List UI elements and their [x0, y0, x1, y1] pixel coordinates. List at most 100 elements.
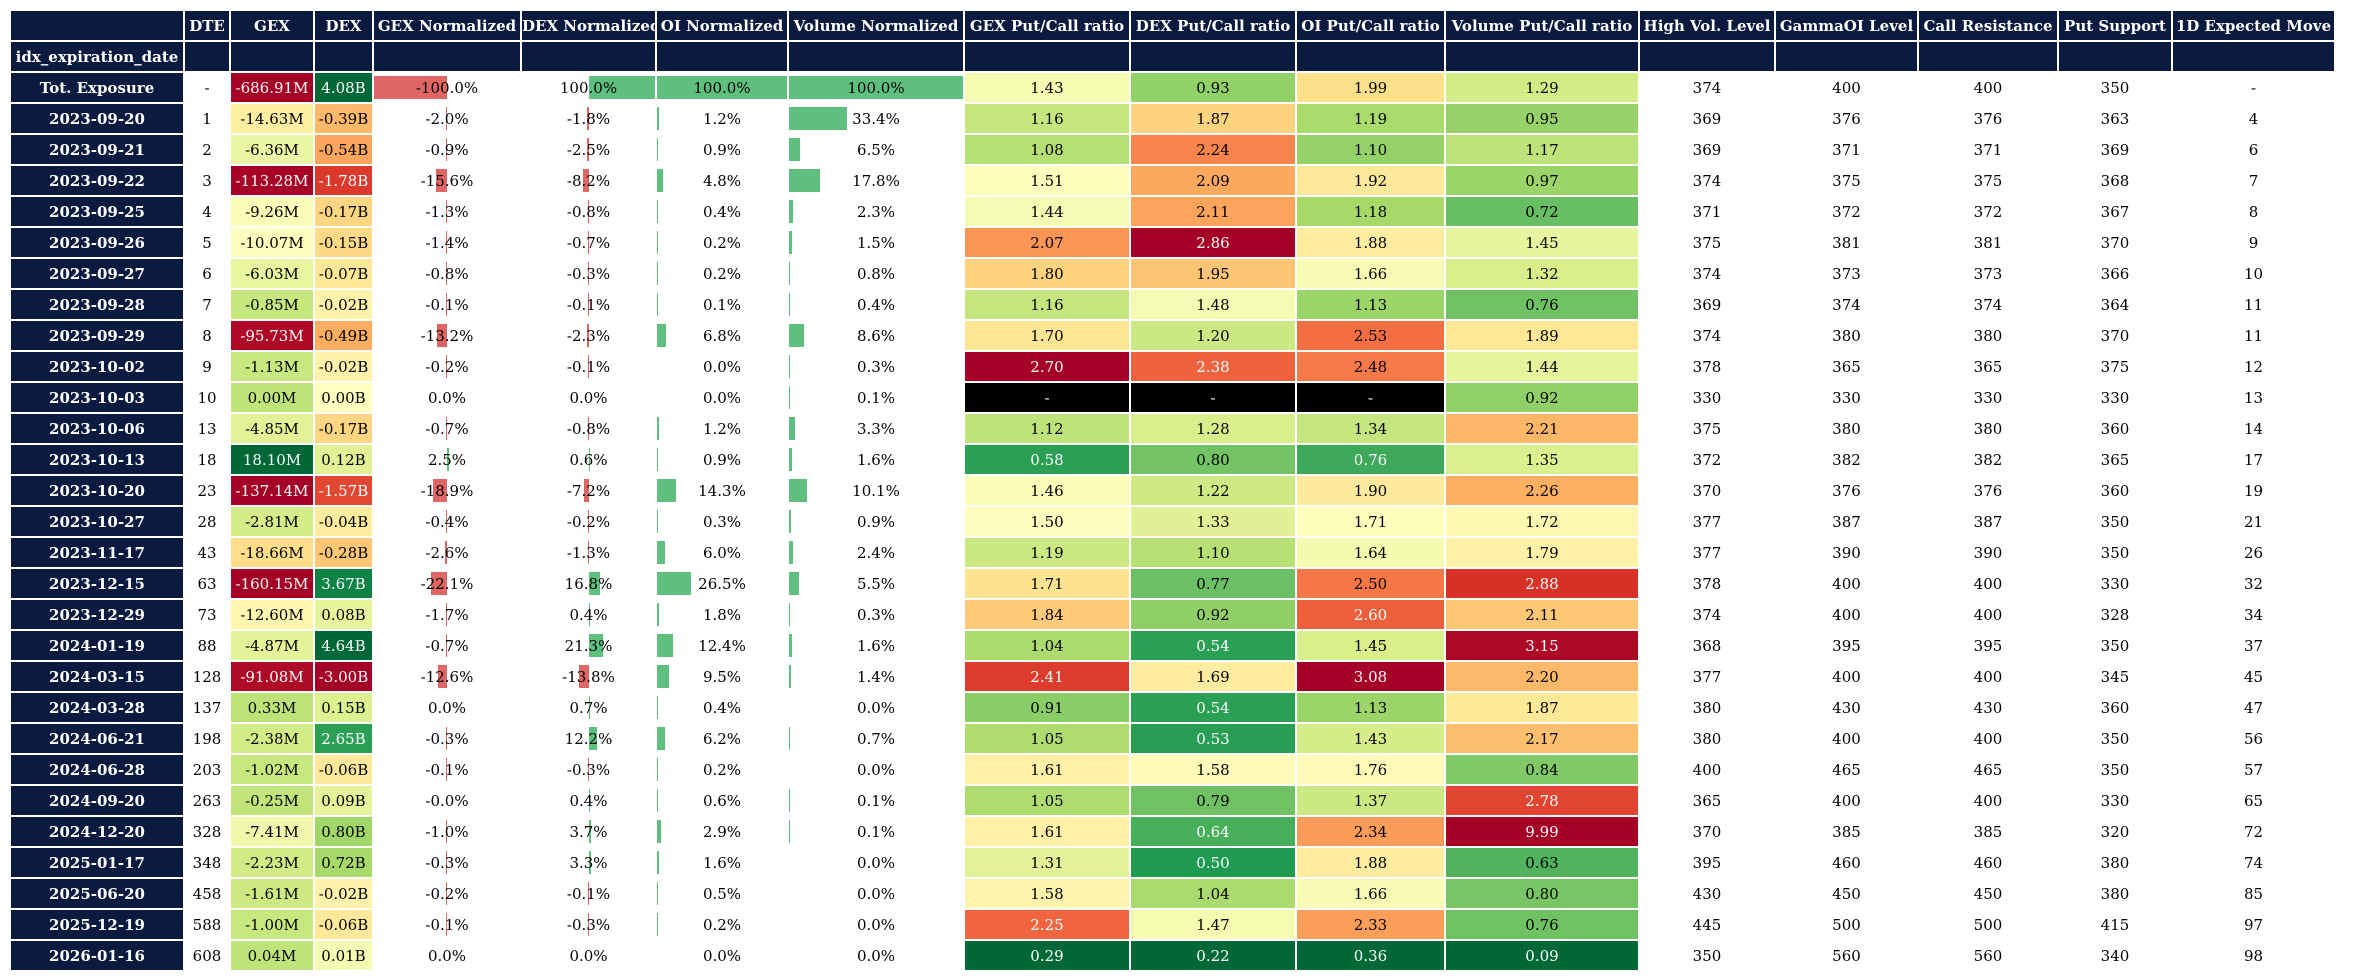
- call-resistance-cell: 385: [1919, 817, 2057, 846]
- volume-normalized-cell: 33.4%: [789, 104, 963, 133]
- oi-pc-ratio-cell: 1.66: [1297, 259, 1444, 288]
- normalized-value: -2.0%: [425, 109, 469, 128]
- call-resistance-cell: 330: [1919, 383, 2057, 412]
- oi-pc-ratio-cell: 1.64: [1297, 538, 1444, 567]
- volume-pc-ratio-cell: 0.76: [1446, 290, 1638, 319]
- table-row: 2025-12-19 588 -1.00M -0.06B -0.1% -0.3% 0.2% 0…: [11, 910, 2334, 939]
- gamma-oi-level-cell: 380: [1776, 414, 1917, 443]
- blank-header-cell: [789, 42, 963, 71]
- normalized-value: 0.0%: [856, 884, 896, 903]
- dex-pc-ratio-cell: 0.50: [1131, 848, 1295, 877]
- normalized-bar: [789, 169, 820, 192]
- gex-cell: -1.13M: [231, 352, 313, 381]
- oi-normalized-cell: 1.2%: [657, 104, 787, 133]
- put-support-cell: 366: [2059, 259, 2171, 288]
- normalized-bar: [657, 200, 658, 223]
- column-header: OI Put/Call ratio: [1297, 11, 1444, 40]
- dex-pc-ratio-cell: 0.54: [1131, 693, 1295, 722]
- normalized-bar: [587, 882, 589, 905]
- normalized-bar: [789, 541, 794, 564]
- call-resistance-cell: 450: [1919, 879, 2057, 908]
- oi-pc-ratio-cell: 0.36: [1297, 941, 1444, 970]
- call-resistance-cell: 375: [1919, 166, 2057, 195]
- put-support-cell: 375: [2059, 352, 2171, 381]
- volume-pc-ratio-cell: 0.72: [1446, 197, 1638, 226]
- call-resistance-cell: 380: [1919, 321, 2057, 350]
- oi-pc-ratio-cell: 1.19: [1297, 104, 1444, 133]
- normalized-bar: [446, 727, 447, 750]
- expected-move-cell: 7: [2173, 166, 2334, 195]
- normalized-value: -0.8%: [425, 264, 469, 283]
- oi-pc-ratio-cell: 1.92: [1297, 166, 1444, 195]
- gamma-oi-level-cell: 400: [1776, 73, 1917, 102]
- gamma-oi-level-cell: 365: [1776, 352, 1917, 381]
- normalized-bar: [789, 107, 848, 130]
- oi-pc-ratio-cell: 1.99: [1297, 73, 1444, 102]
- dex-pc-ratio-cell: 2.11: [1131, 197, 1295, 226]
- dte-cell: 348: [185, 848, 229, 877]
- normalized-bar: [446, 634, 447, 657]
- call-resistance-cell: 373: [1919, 259, 2057, 288]
- dte-cell: 5: [185, 228, 229, 257]
- normalized-bar: [789, 262, 791, 285]
- gex-pc-ratio-cell: 2.07: [965, 228, 1129, 257]
- normalized-value: 2.4%: [856, 543, 896, 562]
- gex-cell: -1.02M: [231, 755, 313, 784]
- gex-cell: -686.91M: [231, 73, 313, 102]
- normalized-bar: [445, 603, 447, 626]
- dex-normalized-cell: -0.3%: [522, 755, 655, 784]
- normalized-value: 8.6%: [856, 326, 896, 345]
- table-row: 2023-09-28 7 -0.85M -0.02B -0.1% -0.1% 0.1% 0.4…: [11, 290, 2334, 319]
- volume-normalized-cell: 0.4%: [789, 290, 963, 319]
- normalized-value: 0.4%: [702, 698, 742, 717]
- dex-normalized-cell: -0.1%: [522, 879, 655, 908]
- dex-pc-ratio-cell: 1.22: [1131, 476, 1295, 505]
- call-resistance-cell: 372: [1919, 197, 2057, 226]
- normalized-value: 100.0%: [693, 78, 751, 97]
- gex-cell: -160.15M: [231, 569, 313, 598]
- gex-pc-ratio-cell: 1.80: [965, 259, 1129, 288]
- normalized-value: -0.3%: [425, 729, 469, 748]
- index-corner-header: [11, 11, 183, 40]
- normalized-value: 0.6%: [702, 791, 742, 810]
- oi-normalized-cell: 6.2%: [657, 724, 787, 753]
- normalized-value: 0.0%: [427, 946, 467, 965]
- normalized-value: 1.5%: [856, 233, 896, 252]
- normalized-bar: [657, 603, 660, 626]
- normalized-value: 0.4%: [569, 605, 608, 624]
- call-resistance-cell: 390: [1919, 538, 2057, 567]
- expiration-date-cell: 2024-12-20: [11, 817, 183, 846]
- gex-cell: -1.00M: [231, 910, 313, 939]
- normalized-value: -0.1%: [425, 760, 469, 779]
- expected-move-cell: 21: [2173, 507, 2334, 536]
- dex-cell: 3.67B: [315, 569, 372, 598]
- dex-normalized-cell: -2.5%: [522, 135, 655, 164]
- normalized-value: -12.6%: [420, 667, 474, 686]
- dex-cell: 2.65B: [315, 724, 372, 753]
- dex-normalized-cell: -8.2%: [522, 166, 655, 195]
- normalized-value: -0.1%: [425, 915, 469, 934]
- gex-pc-ratio-cell: 1.71: [965, 569, 1129, 598]
- normalized-bar: [657, 851, 660, 874]
- normalized-value: 5.5%: [856, 574, 896, 593]
- call-resistance-cell: 500: [1919, 910, 2057, 939]
- normalized-bar: [445, 541, 447, 564]
- expected-move-cell: 12: [2173, 352, 2334, 381]
- dte-cell: 137: [185, 693, 229, 722]
- dex-normalized-cell: 0.4%: [522, 786, 655, 815]
- dex-normalized-cell: 3.7%: [522, 817, 655, 846]
- volume-normalized-cell: 1.6%: [789, 631, 963, 660]
- gex-normalized-cell: -15.6%: [374, 166, 520, 195]
- expiration-date-cell: 2023-09-21: [11, 135, 183, 164]
- normalized-value: 0.7%: [569, 698, 608, 717]
- gex-normalized-cell: -0.1%: [374, 910, 520, 939]
- gex-pc-ratio-cell: 1.05: [965, 724, 1129, 753]
- gamma-oi-level-cell: 400: [1776, 600, 1917, 629]
- table-row: 2023-12-29 73 -12.60M 0.08B -1.7% 0.4% 1.8% 0.3…: [11, 600, 2334, 629]
- gex-normalized-cell: -0.8%: [374, 259, 520, 288]
- table-row: 2026-01-16 608 0.04M 0.01B 0.0% 0.0% 0.0% 0.0% 0…: [11, 941, 2334, 970]
- dex-normalized-cell: -0.2%: [522, 507, 655, 536]
- normalized-bar: [587, 262, 589, 285]
- normalized-value: 1.6%: [856, 636, 896, 655]
- volume-normalized-cell: 0.8%: [789, 259, 963, 288]
